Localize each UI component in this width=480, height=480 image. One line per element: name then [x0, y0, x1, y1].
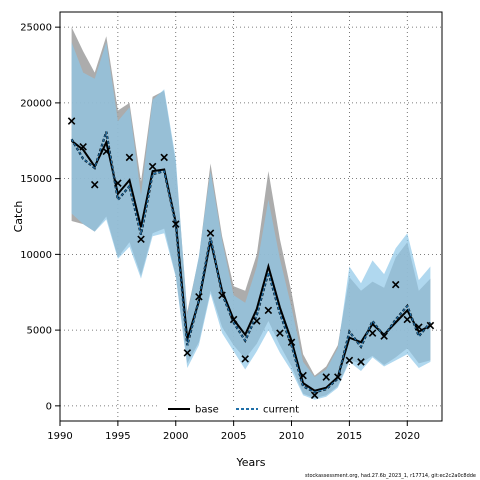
observed-point [206, 229, 215, 237]
observed-point [264, 306, 273, 315]
plot-frame [59, 11, 443, 422]
y-tick-label: 20000 [20, 98, 52, 109]
observed-point [125, 153, 134, 162]
x-tick-label: 2005 [221, 431, 246, 442]
observed-markers [67, 117, 435, 400]
observed-point [345, 356, 354, 365]
observed-point [357, 358, 365, 366]
line-current [71, 131, 431, 393]
observed-point [415, 323, 423, 331]
observed-point [322, 373, 331, 381]
legend: base current [160, 402, 310, 416]
observed-point [218, 291, 226, 300]
observed-point [79, 143, 87, 151]
observed-point [391, 280, 400, 289]
observed-point [114, 179, 122, 187]
observed-point [137, 235, 145, 243]
observed-point [368, 329, 377, 337]
observed-point [299, 371, 307, 380]
observed-point [380, 332, 388, 340]
y-tick-label: 10000 [20, 250, 52, 261]
legend-label-current: current [263, 405, 299, 416]
x-tick-label: 2000 [163, 431, 188, 442]
confidence-bands [71, 27, 431, 400]
line-base [70, 139, 431, 392]
x-axis: 1990 1995 2000 2005 2010 2015 2020 [47, 421, 420, 442]
observed-point [195, 293, 203, 301]
legend-background [160, 402, 310, 416]
x-tick-label: 2015 [337, 431, 362, 442]
x-tick-label: 1990 [47, 431, 72, 442]
x-axis-title: Years [235, 456, 265, 469]
observed-point [241, 355, 249, 363]
band-current [71, 42, 431, 400]
observed-point [310, 391, 319, 400]
y-axis-title: Catch [12, 201, 25, 233]
x-tick-label: 2020 [395, 431, 420, 442]
observed-point [183, 349, 192, 357]
legend-label-base: base [195, 405, 219, 416]
x-tick-label: 2010 [279, 431, 304, 442]
y-tick-label: 5000 [27, 326, 52, 337]
series-lines [70, 131, 432, 394]
observed-point [426, 321, 435, 330]
observed-point [229, 315, 238, 324]
y-tick-label: 15000 [20, 174, 52, 185]
y-tick-label: 25000 [20, 23, 52, 34]
y-axis: 0 5000 10000 15000 20000 25000 [20, 23, 60, 412]
observed-point [276, 329, 284, 337]
observed-point [102, 147, 111, 156]
observed-point [171, 220, 180, 228]
observed-point [403, 315, 412, 324]
observed-point [67, 117, 76, 125]
observed-point [148, 162, 157, 171]
footnote: stockassessment.org, had.27.6b_2023_1, r… [305, 473, 476, 479]
observed-point [253, 317, 261, 325]
observed-point [160, 153, 168, 162]
observed-point [334, 373, 342, 381]
x-tick-label: 1995 [105, 431, 130, 442]
observed-point [287, 338, 296, 346]
y-tick-label: 0 [46, 401, 52, 412]
observed-point [90, 180, 99, 189]
